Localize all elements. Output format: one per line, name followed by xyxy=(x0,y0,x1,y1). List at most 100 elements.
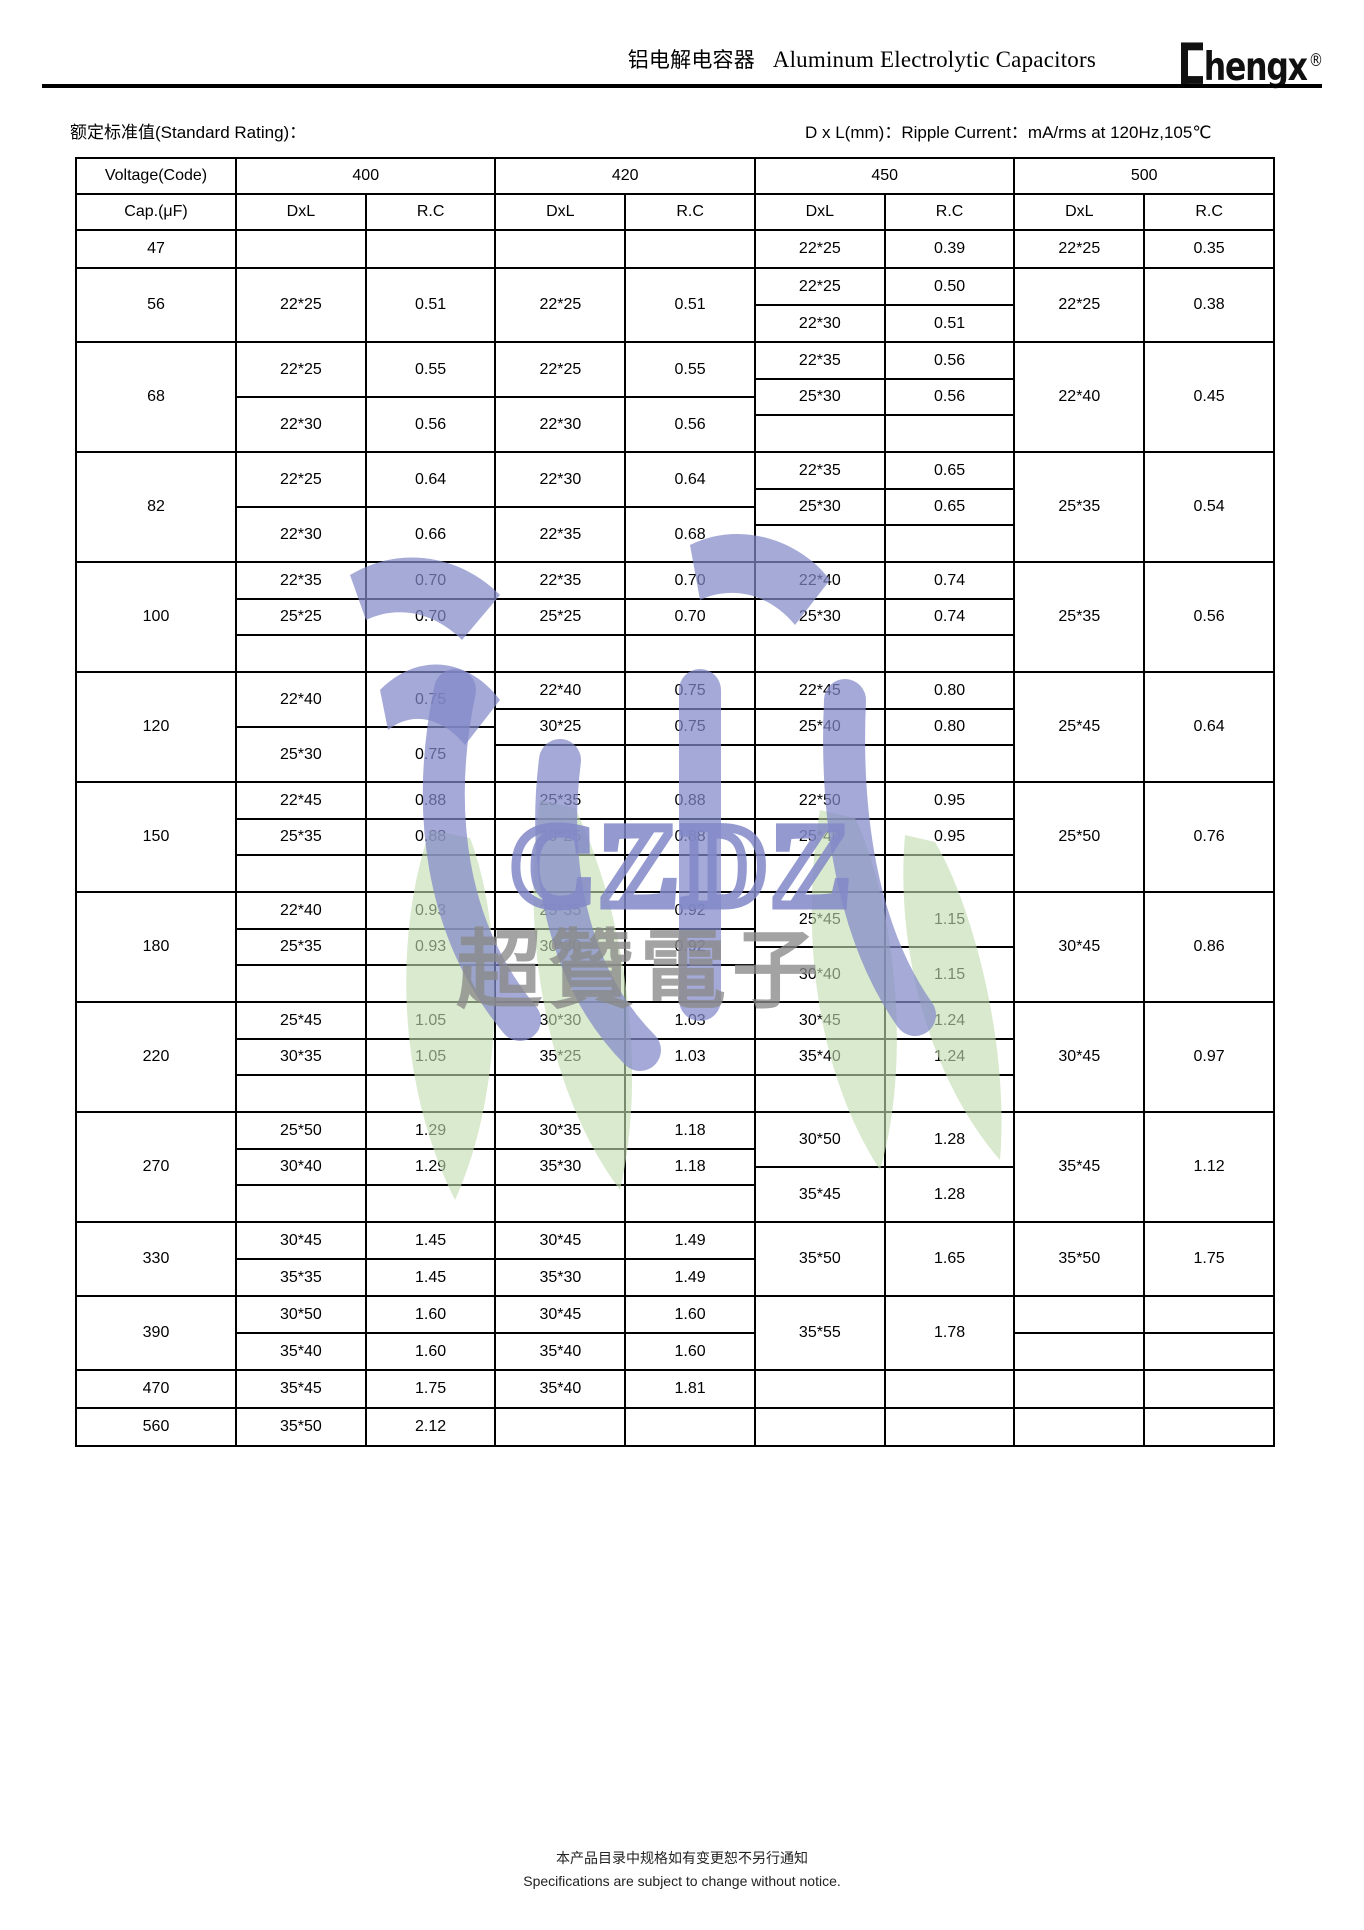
dxl-cell: 22*25 xyxy=(237,453,367,508)
dxl-cell: 22*35 xyxy=(755,453,886,490)
rc-cell: 1.05 xyxy=(365,1039,495,1076)
dxl-cell xyxy=(237,965,367,1001)
dxl-cell: 22*40 xyxy=(755,563,886,600)
dxl-cell xyxy=(237,1185,367,1221)
dxl-cell: 35*45 xyxy=(755,1167,886,1221)
dxl-cell: 25*30 xyxy=(755,379,886,416)
dxl-cell: 25*35 xyxy=(496,893,627,930)
stacked-value-group: 22*45 0.80 25*40 0.80 xyxy=(753,671,1016,783)
table-head: Voltage(Code) 400 420 450 500 Cap.(μF) D… xyxy=(75,157,1275,231)
rc-cell: 0.56 xyxy=(415,415,447,433)
rc-cell: 0.93 xyxy=(365,893,495,930)
stacked-value-group: 22*40 0.93 25*35 0.93 xyxy=(234,891,497,1003)
rc-cell: 1.60 xyxy=(674,1342,706,1360)
table-row: 330 30*45 1.45 35*35 1.45 30*45 1.49 35*30 1.49 3… xyxy=(75,1221,1275,1297)
stacked-value-group: 30*45 1.45 35*35 1.45 xyxy=(234,1221,497,1297)
stacked-value-group: 30*45 1.24 35*40 1.24 xyxy=(753,1001,1016,1113)
stacked-value-group: 22*40 0.75 25*30 0.75 xyxy=(234,671,497,783)
dxl-cell: 25*50 xyxy=(1013,781,1146,893)
stacked-value-group: 22*35 0.65 25*30 0.65 xyxy=(753,451,1016,563)
stacked-value-group: 22*45 0.88 25*35 0.88 xyxy=(234,781,497,893)
stacked-value-group: 22*25 0.55 22*30 0.56 xyxy=(494,341,756,453)
dxl-cell: 30*35 xyxy=(496,1113,627,1150)
document-title-en: Aluminum Electrolytic Capacitors xyxy=(772,47,1096,72)
dxl-cell: 30*40 xyxy=(237,1149,367,1186)
dxl-cell: 22*50 xyxy=(755,783,886,820)
dxl-cell: 22*40 xyxy=(237,673,367,728)
rc-cell: 0.35 xyxy=(1143,229,1275,269)
dxl-cell: 35*50 xyxy=(753,1221,886,1297)
dxl-cell: 35*35 xyxy=(237,1259,367,1295)
stacked-value-group: 22*30 0.64 22*35 0.68 xyxy=(494,451,756,563)
dxl-cell: 22*25 xyxy=(753,229,886,269)
stacked-value-group: 22*40 0.75 30*25 0.75 xyxy=(494,671,756,783)
rc-cell xyxy=(885,1075,1014,1111)
rc-cell: 0.50 xyxy=(884,269,1014,306)
rc-cell: 1.45 xyxy=(365,1223,495,1260)
stacked-value-group: 30*30 1.03 35*25 1.03 xyxy=(494,1001,756,1113)
dxl-cell: 22*35 xyxy=(755,343,886,380)
rc-cell: 0.54 xyxy=(1143,451,1275,563)
cap-value-cell: 470 xyxy=(75,1369,237,1409)
rc-cell xyxy=(625,1075,754,1111)
cap-value-cell: 560 xyxy=(75,1407,237,1447)
dxl-cell: 25*45 xyxy=(1013,671,1146,783)
dxl-cell: 22*40 xyxy=(1013,341,1146,453)
footer-note-en: Specifications are subject to change wit… xyxy=(523,1873,841,1889)
dxl-cell: 22*25 xyxy=(1013,229,1146,269)
dxl-cell: 30*30 xyxy=(496,1003,627,1040)
rc-cell: 0.64 xyxy=(1143,671,1275,783)
dxl-cell: 35*50 xyxy=(1013,1221,1146,1297)
rc-cell: 0.56 xyxy=(674,415,706,433)
cap-value-cell: 390 xyxy=(75,1295,237,1371)
rc-cell xyxy=(366,855,495,891)
dxl-cell xyxy=(496,745,627,781)
dxl-cell: 30*35 xyxy=(237,1039,367,1076)
rc-cell: 0.55 xyxy=(365,343,495,398)
rc-cell: 0.95 xyxy=(884,783,1014,820)
dxl-cell: 25*25 xyxy=(496,599,627,636)
rc-cell: 0.75 xyxy=(625,673,754,710)
rc-cell: 0.92 xyxy=(625,929,754,966)
rc-cell: 0.80 xyxy=(884,709,1014,746)
rc-cell: 1.78 xyxy=(883,1295,1016,1371)
dxl-label-500: DxL xyxy=(1013,193,1146,231)
dxl-label-420: DxL xyxy=(494,193,627,231)
rc-cell: 1.18 xyxy=(625,1149,754,1186)
dxl-cell: 22*25 xyxy=(496,343,627,398)
dxl-cell xyxy=(496,1075,627,1111)
dxl-cell: 25*30 xyxy=(755,489,886,526)
dxl-cell xyxy=(237,635,367,671)
brand-logo-wordmark: hengx xyxy=(1203,45,1308,91)
stacked-value-group: 30*50 1.28 35*45 1.28 xyxy=(753,1111,1016,1223)
rc-cell: 1.81 xyxy=(624,1369,756,1409)
stacked-value-group: 25*50 1.29 30*40 1.29 xyxy=(234,1111,497,1223)
rc-cell: 0.51 xyxy=(624,267,756,343)
rc-cell xyxy=(366,1075,495,1111)
rc-cell: 0.86 xyxy=(1143,891,1275,1003)
rc-cell: 1.65 xyxy=(883,1221,1016,1297)
rc-cell: 0.45 xyxy=(1143,341,1275,453)
stacked-value-group: 30*45 1.49 35*30 1.49 xyxy=(494,1221,756,1297)
dxl-cell xyxy=(496,965,627,1001)
cap-value-cell: 47 xyxy=(75,229,237,269)
rc-cell xyxy=(885,745,1014,781)
dxl-cell xyxy=(755,855,886,891)
brand-logo-text: hengx ® xyxy=(1180,38,1323,91)
rc-cell xyxy=(883,1407,1016,1447)
rc-cell: 0.75 xyxy=(365,673,495,728)
rc-cell: 1.18 xyxy=(625,1113,754,1150)
dxl-label-400: DxL xyxy=(235,193,367,231)
registered-trademark-icon: ® xyxy=(1308,49,1323,71)
rc-cell: 0.51 xyxy=(934,314,966,332)
rc-cell xyxy=(364,229,497,269)
table-row: 470 35*45 1.75 35*40 1.81 xyxy=(75,1369,1275,1409)
rc-cell xyxy=(366,965,495,1001)
dxl-cell xyxy=(494,229,627,269)
dxl-cell xyxy=(237,855,367,891)
rc-cell: 0.64 xyxy=(625,453,754,508)
dxl-cell: 22*25 xyxy=(755,269,886,306)
dxl-cell xyxy=(1013,1407,1146,1447)
rc-cell xyxy=(885,525,1014,561)
rc-cell: 0.51 xyxy=(364,267,497,343)
